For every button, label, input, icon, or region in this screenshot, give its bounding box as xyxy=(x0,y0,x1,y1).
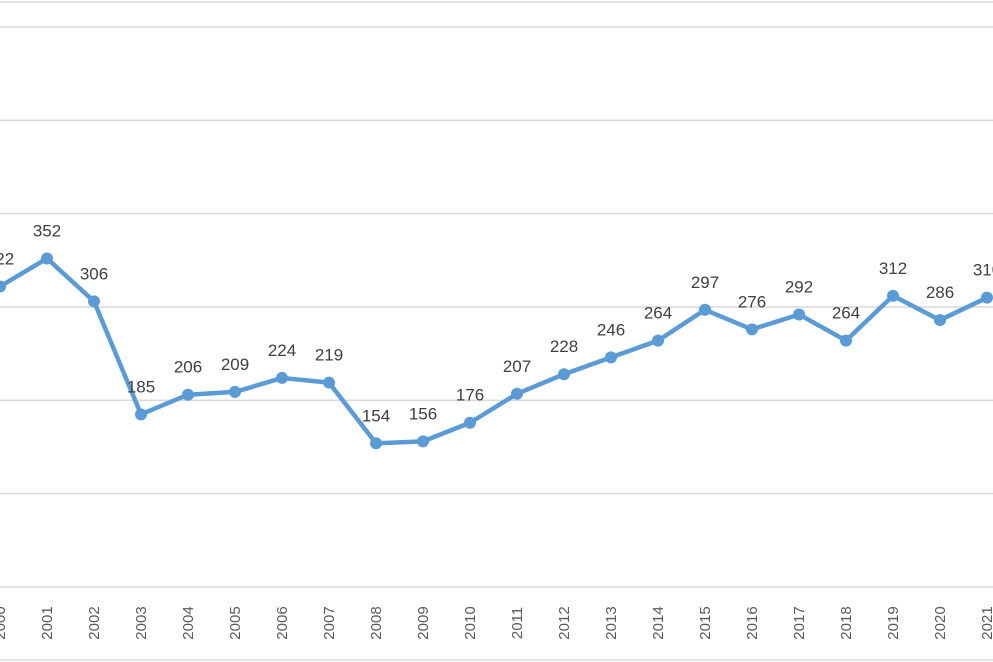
x-tick-2004: 2004 xyxy=(180,606,197,639)
x-tick-2014: 2014 xyxy=(650,606,667,639)
data-label-2015: 297 xyxy=(691,273,719,292)
x-tick-2021: 2021 xyxy=(979,606,993,639)
x-tick-2005: 2005 xyxy=(227,606,244,639)
data-point-2012 xyxy=(558,368,570,381)
data-label-2005: 209 xyxy=(221,355,249,374)
data-label-2004: 206 xyxy=(174,358,202,377)
data-point-2015 xyxy=(699,303,711,316)
data-label-2010: 176 xyxy=(456,386,484,405)
x-tick-2010: 2010 xyxy=(462,606,479,639)
data-label-2017: 292 xyxy=(785,277,813,296)
x-tick-2003: 2003 xyxy=(133,606,150,639)
data-point-2010 xyxy=(464,416,476,429)
data-label-2016: 276 xyxy=(738,292,766,311)
x-tick-2015: 2015 xyxy=(697,606,714,639)
data-point-2014 xyxy=(652,334,664,347)
data-label-2000: 322 xyxy=(0,249,14,268)
data-label-2014: 264 xyxy=(644,304,672,323)
data-point-2000 xyxy=(0,280,6,293)
data-point-2017 xyxy=(793,308,805,321)
x-tick-2001: 2001 xyxy=(39,606,56,639)
x-tick-2011: 2011 xyxy=(509,607,526,639)
data-point-2013 xyxy=(605,351,617,364)
data-label-2021: 310 xyxy=(973,261,993,280)
data-point-2003 xyxy=(135,408,147,421)
data-point-2020 xyxy=(934,314,946,327)
data-label-2019: 312 xyxy=(879,259,907,278)
x-tick-2016: 2016 xyxy=(744,606,761,639)
data-label-2006: 224 xyxy=(268,341,296,360)
data-point-2001 xyxy=(41,252,53,265)
data-label-2020: 286 xyxy=(926,283,954,302)
data-label-2013: 246 xyxy=(597,320,625,339)
x-tick-2000: 2000 xyxy=(0,606,9,639)
data-label-2008: 154 xyxy=(362,406,390,425)
data-label-2011: 207 xyxy=(503,357,531,376)
x-tick-2017: 2017 xyxy=(791,606,808,639)
data-label-2018: 264 xyxy=(832,304,860,323)
data-label-2001: 352 xyxy=(33,221,61,240)
data-point-2005 xyxy=(229,385,241,398)
data-point-2002 xyxy=(88,295,100,308)
data-point-2018 xyxy=(840,334,852,347)
data-point-2008 xyxy=(370,437,382,450)
data-point-2011 xyxy=(511,387,523,400)
data-label-2003: 185 xyxy=(127,377,155,396)
data-point-2016 xyxy=(746,323,758,336)
data-label-2002: 306 xyxy=(80,264,108,283)
data-label-2009: 156 xyxy=(409,404,437,423)
x-tick-2019: 2019 xyxy=(885,606,902,639)
series-line xyxy=(0,256,988,446)
x-tick-2009: 2009 xyxy=(415,606,432,639)
x-tick-2012: 2012 xyxy=(556,606,573,639)
x-tick-2018: 2018 xyxy=(838,606,855,639)
data-point-2007 xyxy=(323,376,335,389)
x-tick-2002: 2002 xyxy=(86,606,103,639)
data-point-2021 xyxy=(981,291,993,304)
x-tick-2006: 2006 xyxy=(274,606,291,639)
data-point-2004 xyxy=(182,388,194,401)
data-point-2009 xyxy=(417,435,429,448)
data-label-2012: 228 xyxy=(550,337,578,356)
data-point-2006 xyxy=(276,371,288,384)
x-tick-2008: 2008 xyxy=(368,606,385,639)
data-label-2007: 219 xyxy=(315,346,343,365)
x-tick-2007: 2007 xyxy=(321,606,338,639)
x-tick-2020: 2020 xyxy=(932,606,949,639)
data-point-2019 xyxy=(887,289,899,302)
x-tick-2013: 2013 xyxy=(603,606,620,639)
